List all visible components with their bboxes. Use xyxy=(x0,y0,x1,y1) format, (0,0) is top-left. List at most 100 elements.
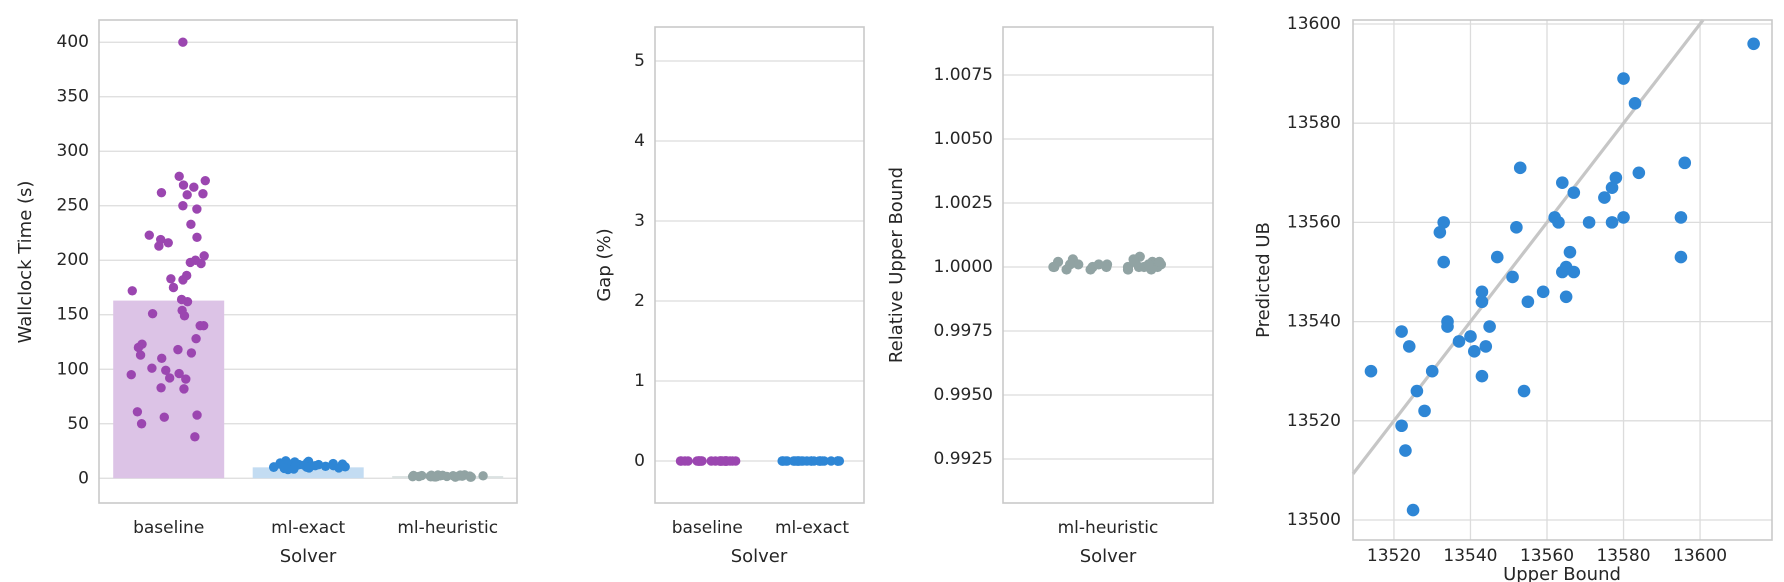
scatter-point xyxy=(1402,340,1416,353)
y-tick-label: 50 xyxy=(67,414,89,434)
data-point-ml-exact xyxy=(815,456,826,466)
scatter-point xyxy=(1536,285,1550,299)
data-point-baseline xyxy=(694,456,704,466)
data-point-baseline xyxy=(186,219,196,229)
axes-box xyxy=(654,26,865,504)
data-point-baseline xyxy=(168,282,179,293)
y-tick-label: 0.9925 xyxy=(934,449,993,469)
scatter-point xyxy=(1605,181,1619,194)
y-tick-label: 2 xyxy=(634,291,645,311)
data-point-baseline xyxy=(196,258,206,269)
data-point-baseline xyxy=(156,187,167,198)
data-point-baseline xyxy=(154,241,164,251)
data-point-baseline xyxy=(199,251,209,261)
x-tick-label: 13520 xyxy=(1367,546,1421,566)
scatter-point xyxy=(1567,186,1581,199)
scatter-point xyxy=(1567,265,1581,279)
y-tick-label: 1.0025 xyxy=(934,193,993,213)
scatter-point xyxy=(1678,156,1692,170)
bar-baseline xyxy=(113,300,225,479)
y-tick-label: 1.0075 xyxy=(934,65,993,85)
scatter-point xyxy=(1475,285,1489,299)
axes-box xyxy=(98,19,518,504)
scatter-point xyxy=(1399,444,1412,457)
scatter-point xyxy=(1598,191,1611,204)
data-point-baseline xyxy=(126,370,136,380)
data-point-baseline xyxy=(179,311,190,321)
scatter-point xyxy=(1521,295,1535,309)
relative-ub-y-axis-label: Relative Upper Bound xyxy=(886,167,907,363)
scatter-point xyxy=(1490,250,1504,264)
scatter-point xyxy=(1556,176,1569,190)
data-point-ml-exact xyxy=(320,461,331,471)
x-tick-label: 13580 xyxy=(1596,546,1650,566)
y-tick-label: 400 xyxy=(57,32,89,52)
relative-ub-x-axis-label: Solver xyxy=(1080,546,1137,567)
data-point-baseline xyxy=(166,274,176,284)
bar-ml-exact xyxy=(252,467,364,479)
y-tick-label: 200 xyxy=(57,250,89,270)
scatter-point xyxy=(1674,211,1688,224)
data-point-baseline xyxy=(190,432,200,442)
scatter-point xyxy=(1464,330,1477,343)
y-tick-label: 5 xyxy=(634,51,645,71)
wallclock-x-axis-label: Solver xyxy=(280,546,337,567)
category-label-baseline: baseline xyxy=(133,518,204,538)
data-point-baseline xyxy=(192,232,202,243)
axes-box xyxy=(1002,26,1214,504)
y-tick-label: 300 xyxy=(57,141,89,161)
data-point-ml-exact xyxy=(833,456,843,466)
category-label-baseline: baseline xyxy=(672,518,743,538)
category-label-ml-heuristic: ml-heuristic xyxy=(1058,518,1159,538)
data-point-baseline xyxy=(727,456,738,466)
y-tick-label: 0.9975 xyxy=(934,321,993,341)
data-point-baseline xyxy=(198,320,209,331)
data-point-baseline xyxy=(127,286,137,296)
scatter-point xyxy=(1552,216,1565,229)
data-point-ml-exact xyxy=(283,464,293,475)
data-point-ml-heuristic xyxy=(1073,259,1084,270)
y-tick-label: 0.9950 xyxy=(934,385,993,405)
data-point-ml-heuristic xyxy=(478,471,488,481)
data-point-baseline xyxy=(178,201,188,211)
scatter-point xyxy=(1563,245,1577,259)
y-tick-label: 1 xyxy=(634,371,645,391)
data-point-ml-heuristic xyxy=(1101,261,1112,273)
scatter-point xyxy=(1475,369,1489,383)
predicted-ub-x-axis-label: Upper Bound xyxy=(1503,564,1621,582)
scatter-point xyxy=(1517,384,1531,398)
data-point-ml-exact xyxy=(781,456,791,466)
y-tick-label: 13560 xyxy=(1287,212,1341,232)
data-point-ml-heuristic xyxy=(1128,254,1139,265)
y-tick-label: 150 xyxy=(57,305,89,325)
data-point-baseline xyxy=(161,365,171,376)
data-point-baseline xyxy=(174,368,184,379)
data-point-baseline xyxy=(135,350,146,360)
scatter-point xyxy=(1605,216,1619,229)
data-point-baseline xyxy=(144,230,154,240)
y-tick-label: 13540 xyxy=(1287,312,1341,332)
y-tick-label: 13600 xyxy=(1287,14,1341,34)
data-point-baseline xyxy=(178,180,189,190)
scatter-point xyxy=(1395,419,1408,433)
identity-line xyxy=(1351,19,1705,475)
data-point-baseline xyxy=(182,296,193,307)
axes-box xyxy=(1352,19,1773,541)
data-point-ml-exact xyxy=(802,456,812,466)
data-point-ml-heuristic xyxy=(465,472,476,482)
wallclock-y-axis-label: Wallclock Time (s) xyxy=(15,181,36,344)
y-tick-label: 1.0050 xyxy=(934,129,993,149)
data-point-baseline xyxy=(173,344,183,355)
y-tick-label: 100 xyxy=(57,359,89,379)
data-point-ml-heuristic xyxy=(1085,264,1096,275)
scatter-point xyxy=(1513,161,1527,175)
scatter-point xyxy=(1556,265,1569,279)
plot-area xyxy=(655,27,864,503)
category-label-ml-exact: ml-exact xyxy=(775,518,849,538)
scatter-point xyxy=(1617,211,1630,224)
data-point-ml-exact xyxy=(268,462,279,473)
gap-x-axis-label: Solver xyxy=(731,546,788,567)
y-tick-label: 13580 xyxy=(1287,113,1341,133)
